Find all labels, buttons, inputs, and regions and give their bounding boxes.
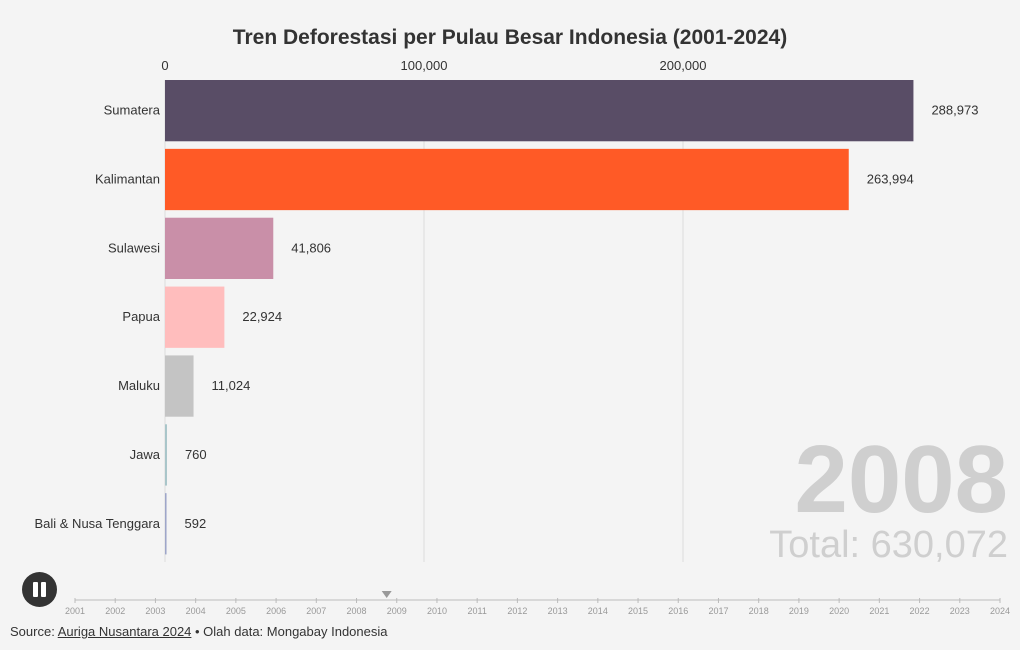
bar	[165, 286, 225, 348]
x-tick-label: 0	[161, 58, 168, 73]
timeline-year-label: 2011	[467, 606, 486, 616]
data-label: 11,024	[212, 378, 251, 393]
bar	[165, 217, 274, 279]
category-label: Bali & Nusa Tenggara	[34, 516, 160, 531]
bar-chart: 0 100,000 200,000 Sumatera 288,973 Kalimantan…	[34, 58, 1010, 616]
timeline-year-label: 2017	[708, 606, 728, 616]
bar	[165, 148, 849, 211]
timeline-year-label: 2014	[588, 606, 608, 616]
timeline-year-label: 2001	[65, 606, 85, 616]
timeline-year-label: 2008	[347, 606, 367, 616]
source-link[interactable]: Auriga Nusantara 2024	[57, 624, 192, 639]
source-prefix: Source:	[10, 624, 58, 639]
category-label: Jawa	[130, 447, 161, 462]
timeline-year-label: 2007	[306, 606, 326, 616]
timeline-year-label: 2015	[628, 606, 648, 616]
bar	[165, 355, 194, 417]
source-suffix: • Olah data: Mongabay Indonesia	[191, 624, 388, 639]
timeline-year-label: 2013	[548, 606, 568, 616]
timeline-year-label: 2010	[427, 606, 447, 616]
timeline-year-label: 2005	[226, 606, 246, 616]
timeline-year-label: 2009	[387, 606, 407, 616]
timeline-year-label: 2004	[186, 606, 206, 616]
data-label: 263,994	[867, 171, 914, 186]
category-label: Maluku	[118, 378, 160, 393]
timeline-year-label: 2022	[910, 606, 930, 616]
timeline-year-label: 2012	[507, 606, 527, 616]
category-label: Papua	[122, 309, 160, 324]
timeline-year-label: 2003	[145, 606, 165, 616]
source-note: Source: Auriga Nusantara 2024 • Olah dat…	[10, 624, 387, 639]
pause-button[interactable]	[22, 572, 57, 607]
data-label: 760	[185, 447, 207, 462]
data-label: 288,973	[931, 103, 978, 118]
timeline-year-label: 2002	[105, 606, 125, 616]
timeline-year-label: 2024	[990, 606, 1010, 616]
category-label: Kalimantan	[95, 171, 160, 186]
bar	[165, 493, 167, 555]
chart-title: Tren Deforestasi per Pulau Besar Indones…	[232, 26, 788, 49]
year-label: 2008	[794, 426, 1008, 533]
timeline-year-label: 2018	[749, 606, 769, 616]
timeline-year-label: 2023	[950, 606, 970, 616]
bar	[165, 80, 914, 142]
category-label: Sumatera	[104, 103, 161, 118]
timeline-year-label: 2021	[869, 606, 889, 616]
data-label: 41,806	[291, 240, 331, 255]
x-tick-label: 200,000	[660, 58, 707, 73]
x-tick-label: 100,000	[401, 58, 448, 73]
data-label: 22,924	[242, 309, 282, 324]
pause-icon	[33, 582, 38, 597]
data-label: 592	[185, 516, 207, 531]
timeline-marker[interactable]	[381, 591, 392, 598]
total-label: Total: 630,072	[769, 524, 1008, 566]
category-label: Sulawesi	[108, 240, 160, 255]
bar	[165, 424, 167, 486]
timeline-year-label: 2006	[266, 606, 286, 616]
pause-icon-bar	[41, 582, 46, 597]
timeline-year-label: 2016	[668, 606, 688, 616]
timeline-year-label: 2020	[829, 606, 849, 616]
timeline-year-label: 2019	[789, 606, 809, 616]
